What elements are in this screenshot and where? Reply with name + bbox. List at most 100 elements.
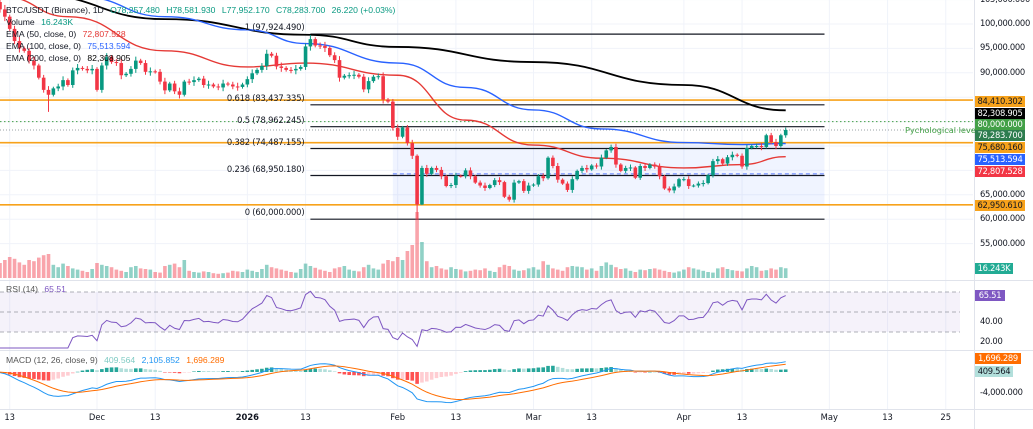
- candle-body: [255, 69, 259, 74]
- macd-histogram-bar: [197, 370, 201, 372]
- ohlc-open: O78,257.480: [110, 5, 160, 15]
- price-tag: 84,410.302: [975, 96, 1025, 107]
- candle-body: [580, 167, 584, 171]
- volume-bar: [735, 270, 739, 278]
- macd-histogram-bar: [769, 368, 773, 372]
- volume-bar: [463, 271, 468, 278]
- volume-bar: [386, 260, 390, 278]
- volume-bar: [260, 269, 264, 278]
- time-axis-label: May: [820, 412, 839, 422]
- volume-bar: [701, 270, 706, 278]
- volume-bar: [619, 269, 623, 278]
- macd-legend[interactable]: MACD (12, 26, close, 9) 409.564 2,105.85…: [6, 355, 224, 366]
- volume-bar: [114, 269, 119, 278]
- candle-body: [61, 80, 65, 87]
- candle-body: [774, 142, 778, 146]
- volume-bar: [492, 272, 497, 278]
- candle-body: [609, 146, 613, 151]
- macd-histogram-bar: [226, 371, 230, 372]
- macd-histogram-bar: [313, 368, 318, 372]
- macd-histogram-bar: [730, 368, 735, 372]
- candle-body: [328, 47, 332, 56]
- ema200-legend[interactable]: EMA (200, close, 0) 82,308.905: [6, 53, 130, 64]
- volume-bar: [551, 268, 555, 278]
- volume-bar: [730, 270, 735, 278]
- volume-bar: [289, 272, 293, 278]
- volume-bar: [589, 268, 594, 278]
- candle-body: [779, 135, 783, 146]
- candle-body: [434, 167, 439, 170]
- candle-body: [701, 183, 706, 185]
- volume-bar: [769, 268, 773, 278]
- macd-histogram-bar: [303, 369, 308, 372]
- candle-body: [27, 50, 31, 61]
- macd-histogram-bar: [526, 368, 531, 372]
- volume-bar: [517, 270, 521, 278]
- macd-histogram-bar: [56, 372, 60, 379]
- volume-bar: [250, 270, 254, 278]
- volume-bar: [80, 270, 85, 278]
- candle-body: [100, 65, 104, 90]
- candle-body: [221, 83, 225, 88]
- candle-body: [560, 179, 565, 184]
- time-axis-label: 13: [149, 412, 161, 422]
- macd-histogram-bar: [167, 372, 172, 373]
- macd-histogram-bar: [555, 366, 560, 372]
- candle-body: [478, 182, 482, 186]
- ema100-legend[interactable]: EMA (100, close, 0) 75,513.594: [6, 41, 130, 52]
- macd-histogram-bar: [677, 372, 681, 375]
- time-axis-label: Dec: [88, 412, 106, 422]
- candle-body: [245, 79, 250, 85]
- volume-bar: [197, 272, 201, 278]
- candle-body: [216, 86, 221, 88]
- volume-bar: [61, 263, 65, 278]
- candle-body: [143, 63, 148, 72]
- macd-histogram-bar: [711, 370, 715, 372]
- candle-body: [318, 45, 322, 47]
- candle-body: [706, 175, 710, 184]
- macd-histogram-bar: [429, 372, 434, 380]
- macd-histogram-bar: [536, 367, 541, 372]
- macd-histogram-bar: [614, 368, 618, 372]
- volume-bar: [774, 269, 778, 278]
- volume-bar: [279, 269, 284, 278]
- candle-body: [473, 176, 478, 183]
- volume-bar: [429, 267, 434, 278]
- macd-histogram-bar: [444, 372, 448, 377]
- rsi-legend[interactable]: RSI (14) 65.51: [6, 284, 66, 295]
- candle-body: [323, 45, 327, 48]
- macd-histogram-bar: [483, 370, 487, 372]
- volume-bar: [691, 268, 696, 278]
- volume-legend[interactable]: Volume 16.243K: [6, 17, 73, 28]
- macd-histogram-bar: [395, 372, 400, 380]
- macd-histogram-bar: [449, 372, 453, 376]
- candle-body: [512, 182, 516, 200]
- candle-body: [177, 91, 182, 95]
- volume-bar: [70, 268, 75, 278]
- candle-body: [386, 99, 390, 102]
- volume-bar: [604, 262, 609, 278]
- macd-histogram-bar: [95, 370, 99, 372]
- candle-body: [342, 75, 347, 78]
- volume-bar: [298, 269, 303, 278]
- volume-bar: [201, 271, 206, 278]
- volume-bar: [628, 270, 633, 278]
- volume-bar: [0, 263, 2, 278]
- candle-body: [643, 166, 647, 168]
- volume-bar: [565, 267, 570, 278]
- ohlc-close: C78,283.700: [276, 5, 326, 15]
- candle-body: [454, 175, 458, 186]
- macd-histogram-bar: [716, 369, 720, 372]
- volume-bar: [458, 269, 463, 278]
- volume-bar: [100, 264, 104, 278]
- volume-bar: [686, 267, 691, 278]
- time-axis-label: 13: [882, 412, 893, 422]
- macd-histogram-bar: [240, 371, 245, 372]
- price-axis-label: 60,000.000: [980, 213, 1025, 224]
- macd-histogram-bar: [706, 372, 710, 373]
- candle-body: [206, 84, 211, 86]
- volume-bar: [109, 267, 114, 278]
- ema50-legend[interactable]: EMA (50, close, 0) 72,807.528: [6, 29, 126, 40]
- candle-body: [522, 181, 526, 191]
